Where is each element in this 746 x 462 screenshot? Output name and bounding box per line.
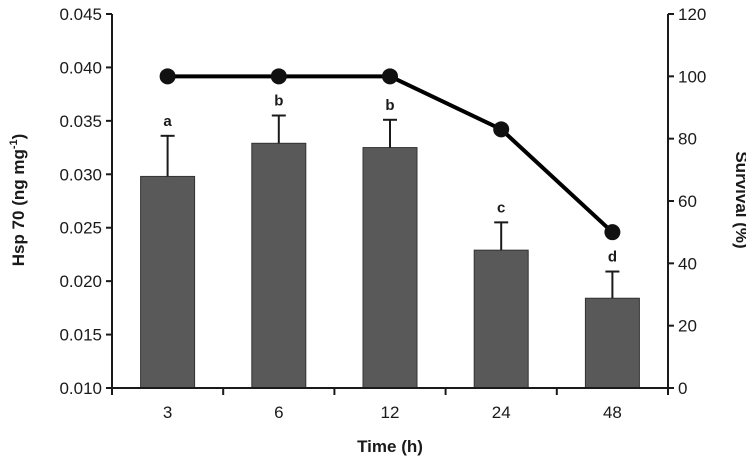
y-right-tick-label-0: 0 bbox=[678, 379, 687, 398]
y-right-tick-label-40: 40 bbox=[678, 254, 697, 273]
y-left-title-main: Hsp 70 (ng mg bbox=[9, 149, 28, 266]
axes-layer bbox=[106, 13, 674, 395]
y-right-axis-title: Survival (%) bbox=[732, 151, 746, 248]
y-left-tick-label-0.025: 0.025 bbox=[59, 219, 102, 238]
x-tick-label-48: 48 bbox=[603, 403, 622, 422]
y-left-tick-label-0.040: 0.040 bbox=[59, 58, 102, 77]
bar-6 bbox=[251, 142, 307, 389]
survival-point-24 bbox=[493, 121, 510, 138]
survival-point-12 bbox=[382, 68, 398, 85]
error-bars-layer bbox=[160, 114, 620, 299]
bar-48 bbox=[584, 297, 640, 389]
survival-point-3 bbox=[159, 68, 176, 85]
y-left-tick-label-0.035: 0.035 bbox=[59, 112, 102, 131]
significance-label-6: b bbox=[274, 93, 283, 110]
y-left-axis-title: Hsp 70 (ng mg-1) bbox=[8, 134, 28, 267]
bar-12 bbox=[362, 147, 418, 389]
survival-line-layer bbox=[159, 68, 621, 241]
y-left-title-sup: -1 bbox=[8, 139, 20, 149]
tick-labels-layer: 0.010 0.015 0.020 0.025 0.030 0.035 0.040 0.045… bbox=[59, 5, 706, 422]
y-right-tick-label-60: 60 bbox=[678, 192, 697, 211]
bar-24 bbox=[473, 249, 529, 389]
significance-label-3: a bbox=[163, 113, 172, 130]
survival-point-6 bbox=[270, 68, 287, 85]
significance-label-48: d bbox=[608, 249, 617, 266]
significance-label-24: c bbox=[497, 199, 505, 216]
x-tick-label-12: 12 bbox=[381, 403, 400, 422]
survival-point-48 bbox=[604, 224, 621, 241]
x-axis-title: Time (h) bbox=[357, 437, 423, 456]
x-tick-label-24: 24 bbox=[492, 403, 511, 422]
y-left-tick-label-0.020: 0.020 bbox=[59, 272, 102, 291]
y-right-tick-label-80: 80 bbox=[678, 130, 697, 149]
y-left-title-close: ) bbox=[9, 134, 28, 140]
bar-3 bbox=[140, 175, 196, 389]
bars-layer bbox=[140, 142, 640, 389]
y-left-tick-label-0.030: 0.030 bbox=[59, 165, 102, 184]
y-right-tick-label-100: 100 bbox=[678, 67, 706, 86]
y-left-tick-label-0.010: 0.010 bbox=[59, 379, 102, 398]
y-right-tick-label-120: 120 bbox=[678, 5, 706, 24]
significance-labels-layer: a b b c d bbox=[163, 93, 617, 266]
x-tick-label-6: 6 bbox=[274, 403, 283, 422]
y-left-tick-label-0.045: 0.045 bbox=[59, 5, 102, 24]
y-right-tick-label-20: 20 bbox=[678, 317, 697, 336]
y-left-tick-label-0.015: 0.015 bbox=[59, 326, 102, 345]
significance-label-12: b bbox=[385, 97, 394, 114]
x-tick-label-3: 3 bbox=[163, 403, 172, 422]
